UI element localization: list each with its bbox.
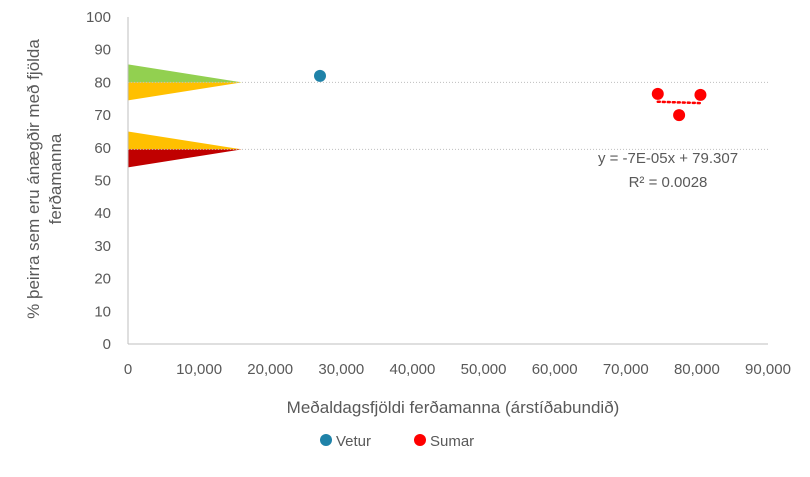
y-tick-label-10: 100 bbox=[86, 9, 111, 26]
data-points bbox=[314, 69, 707, 122]
x-tick-label-6: 60,000 bbox=[532, 361, 578, 378]
legend-marker-sumar bbox=[414, 434, 426, 446]
threshold-1-upper-triangle bbox=[128, 131, 242, 150]
reference-lines bbox=[128, 81, 768, 150]
x-tick-label-9: 90,000 bbox=[745, 361, 791, 378]
point-vetur-0 bbox=[314, 69, 326, 82]
threshold-0-upper-triangle bbox=[128, 64, 242, 83]
threshold-markers bbox=[128, 64, 242, 168]
x-tick-label-3: 30,000 bbox=[318, 361, 364, 378]
trendline-r-squared: R² = 0.0028 bbox=[629, 174, 708, 191]
x-tick-label-5: 50,000 bbox=[461, 361, 507, 378]
y-tick-label-7: 70 bbox=[94, 107, 111, 124]
legend-label-vetur: Vetur bbox=[336, 433, 371, 450]
point-sumar-2 bbox=[694, 88, 707, 101]
y-axis-title: % þeirra sem eru ánægðir með fjölda ferð… bbox=[24, 39, 65, 319]
x-tick-label-8: 80,000 bbox=[674, 361, 720, 378]
x-tick-label-7: 70,000 bbox=[603, 361, 649, 378]
y-tick-label-2: 20 bbox=[94, 271, 111, 288]
axes: 0 10 20 30 40 50 60 70 80 90 100 0 10,000 20,000 30,00… bbox=[86, 9, 791, 378]
threshold-1-lower-triangle bbox=[128, 149, 242, 168]
point-sumar-0 bbox=[651, 87, 664, 100]
x-tick-label-1: 10,000 bbox=[176, 361, 222, 378]
threshold-0-lower-triangle bbox=[128, 82, 242, 101]
x-tick-label-4: 40,000 bbox=[389, 361, 435, 378]
y-tick-label-4: 40 bbox=[94, 205, 111, 222]
trendline bbox=[656, 100, 702, 105]
y-tick-label-8: 80 bbox=[94, 74, 111, 91]
x-tick-label-2: 20,000 bbox=[247, 361, 293, 378]
legend-label-sumar: Sumar bbox=[430, 433, 474, 450]
point-sumar-1 bbox=[673, 109, 686, 122]
y-tick-label-0: 0 bbox=[103, 336, 111, 353]
legend-marker-vetur bbox=[320, 434, 332, 446]
y-tick-label-3: 30 bbox=[94, 238, 111, 255]
trendline-sumar bbox=[656, 100, 702, 105]
legend: Vetur Sumar bbox=[320, 433, 474, 450]
y-tick-label-9: 90 bbox=[94, 42, 111, 59]
y-axis-title-line-2: ferðamanna bbox=[46, 133, 65, 224]
x-axis-title: Meðaldagsfjöldi ferðamanna (árstíðabundi… bbox=[287, 398, 620, 417]
y-axis-title-line-1: % þeirra sem eru ánægðir með fjölda bbox=[24, 39, 43, 319]
y-tick-label-1: 10 bbox=[94, 303, 111, 320]
trendline-equation: y = -7E-05x + 79.307 bbox=[598, 150, 738, 167]
y-tick-label-5: 50 bbox=[94, 173, 111, 190]
x-tick-label-0: 0 bbox=[124, 361, 132, 378]
y-tick-label-6: 60 bbox=[94, 140, 111, 157]
